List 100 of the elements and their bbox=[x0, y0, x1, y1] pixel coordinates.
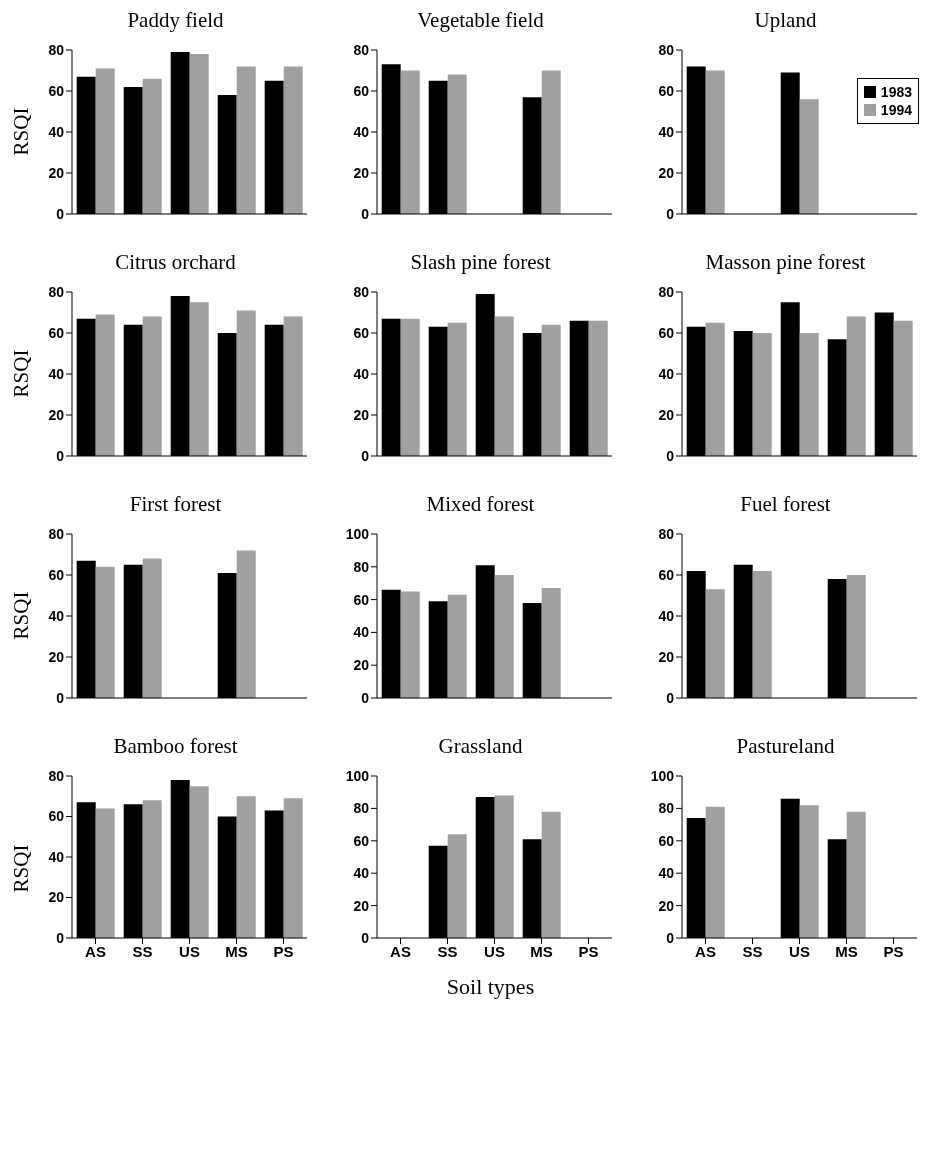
y-tick-label: 80 bbox=[353, 800, 370, 817]
y-tick-label: 0 bbox=[361, 447, 370, 464]
y-tick-label: 60 bbox=[353, 324, 370, 341]
bar bbox=[705, 70, 725, 214]
y-axis-title: RSQI bbox=[9, 844, 35, 892]
bar bbox=[142, 316, 162, 456]
bar bbox=[400, 70, 420, 214]
bar bbox=[400, 318, 420, 456]
y-tick-label: 80 bbox=[658, 41, 675, 58]
chart-title: Pastureland bbox=[735, 734, 836, 760]
bar bbox=[705, 322, 725, 456]
bar bbox=[541, 324, 561, 456]
chart-title: Grassland bbox=[437, 734, 524, 760]
bar bbox=[189, 54, 209, 214]
bar bbox=[752, 333, 772, 456]
y-tick-label: 40 bbox=[353, 123, 370, 140]
x-tick-label: AS bbox=[85, 942, 106, 960]
y-tick-label: 40 bbox=[658, 865, 675, 882]
y-tick-label: 80 bbox=[353, 41, 370, 58]
chart-title: Masson pine forest bbox=[704, 250, 867, 276]
y-tick-label: 60 bbox=[48, 808, 65, 825]
x-tick-label: SS bbox=[437, 942, 458, 960]
y-tick-label: 0 bbox=[361, 205, 370, 222]
bar bbox=[283, 798, 303, 938]
bar bbox=[541, 811, 561, 938]
x-tick-label: PS bbox=[273, 942, 294, 960]
y-tick-label: 60 bbox=[48, 566, 65, 583]
bar bbox=[541, 588, 561, 698]
chart-title: Vegetable field bbox=[416, 8, 545, 34]
bar bbox=[189, 302, 209, 456]
bar bbox=[142, 78, 162, 214]
bar bbox=[846, 316, 866, 456]
bar bbox=[189, 786, 209, 938]
x-tick-label: US bbox=[179, 942, 200, 960]
x-tick-label: AS bbox=[390, 942, 411, 960]
x-tick-label: PS bbox=[883, 942, 904, 960]
bar bbox=[447, 834, 467, 938]
y-tick-label: 40 bbox=[658, 365, 675, 382]
bar bbox=[236, 66, 256, 214]
bar bbox=[588, 320, 608, 456]
y-tick-label: 20 bbox=[353, 164, 370, 181]
bar bbox=[447, 74, 467, 214]
y-tick-label: 80 bbox=[658, 283, 675, 300]
y-tick-label: 20 bbox=[353, 657, 370, 674]
x-axis-title: Soil types bbox=[445, 974, 536, 1000]
y-tick-label: 60 bbox=[658, 566, 675, 583]
y-tick-label: 0 bbox=[361, 929, 370, 946]
y-tick-label: 80 bbox=[353, 283, 370, 300]
y-tick-label: 20 bbox=[658, 897, 675, 914]
y-tick-label: 100 bbox=[650, 767, 675, 784]
legend-label: 1983 bbox=[880, 84, 912, 100]
bar bbox=[142, 558, 162, 698]
y-tick-label: 20 bbox=[353, 406, 370, 423]
bar bbox=[494, 795, 514, 938]
y-tick-label: 40 bbox=[658, 123, 675, 140]
y-tick-label: 20 bbox=[48, 648, 65, 665]
y-tick-label: 80 bbox=[658, 800, 675, 817]
y-tick-label: 20 bbox=[658, 164, 675, 181]
y-tick-label: 0 bbox=[666, 447, 675, 464]
y-tick-label: 40 bbox=[658, 607, 675, 624]
chart-title: Upland bbox=[753, 8, 818, 34]
y-tick-label: 60 bbox=[48, 324, 65, 341]
bar bbox=[236, 550, 256, 698]
y-tick-label: 0 bbox=[56, 447, 65, 464]
y-tick-label: 20 bbox=[658, 406, 675, 423]
y-axis-title: RSQI bbox=[9, 591, 35, 639]
y-tick-label: 40 bbox=[353, 865, 370, 882]
y-tick-label: 40 bbox=[48, 607, 65, 624]
bar bbox=[95, 314, 115, 456]
bar bbox=[705, 806, 725, 938]
y-tick-label: 20 bbox=[48, 406, 65, 423]
x-tick-label: MS bbox=[225, 942, 248, 960]
y-tick-label: 0 bbox=[56, 205, 65, 222]
x-tick-label: AS bbox=[695, 942, 716, 960]
y-tick-label: 0 bbox=[56, 929, 65, 946]
chart-title: Slash pine forest bbox=[409, 250, 552, 276]
legend-label: 1994 bbox=[880, 102, 912, 118]
y-tick-label: 100 bbox=[345, 525, 370, 542]
y-tick-label: 0 bbox=[666, 689, 675, 706]
y-tick-label: 80 bbox=[48, 283, 65, 300]
bar bbox=[541, 70, 561, 214]
chart-title: Citrus orchard bbox=[114, 250, 237, 276]
y-tick-label: 0 bbox=[666, 205, 675, 222]
bar bbox=[447, 594, 467, 698]
y-tick-label: 20 bbox=[48, 164, 65, 181]
x-tick-label: MS bbox=[835, 942, 858, 960]
bar bbox=[236, 310, 256, 456]
y-tick-label: 60 bbox=[353, 832, 370, 849]
x-tick-label: PS bbox=[578, 942, 599, 960]
y-tick-label: 40 bbox=[353, 365, 370, 382]
bar bbox=[799, 805, 819, 938]
chart-title: Fuel forest bbox=[739, 492, 832, 518]
y-tick-label: 60 bbox=[353, 82, 370, 99]
y-tick-label: 80 bbox=[48, 525, 65, 542]
y-tick-label: 60 bbox=[353, 591, 370, 608]
y-tick-label: 0 bbox=[56, 689, 65, 706]
y-tick-label: 40 bbox=[48, 365, 65, 382]
y-axis-title: RSQI bbox=[9, 107, 35, 155]
bar bbox=[893, 320, 913, 456]
chart-title: Paddy field bbox=[126, 8, 225, 34]
